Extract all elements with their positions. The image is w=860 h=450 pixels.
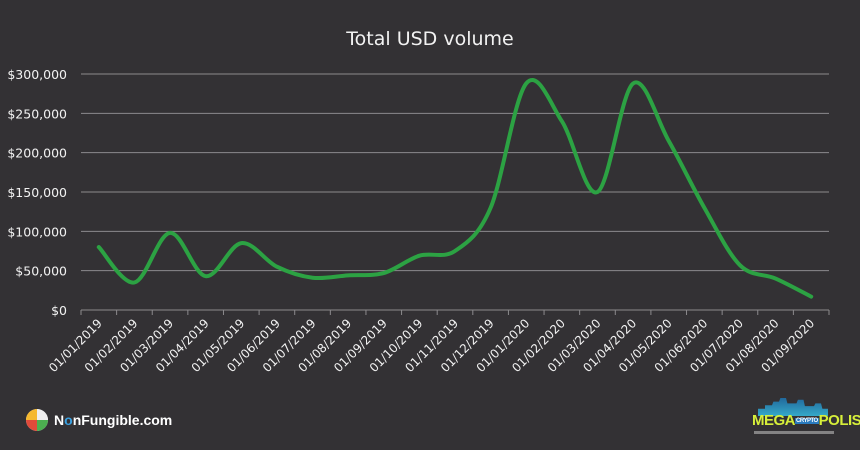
nonfungible-logo-icon xyxy=(26,409,48,431)
chart-title: Total USD volume xyxy=(346,28,514,50)
y-axis-labels: $0 $50,000 $100,000 $150,000 $200,000 $250,00… xyxy=(7,67,67,318)
x-axis: 01/01/201901/02/201901/03/201901/04/2019… xyxy=(46,310,830,375)
logo-tagline xyxy=(754,431,834,434)
y-tick-label: $250,000 xyxy=(7,106,67,121)
volume-line xyxy=(96,78,814,299)
y-tick-label: $0 xyxy=(51,303,67,318)
gridlines xyxy=(81,73,829,311)
y-tick-label: $200,000 xyxy=(7,146,67,161)
nonfungible-logo-text: NonFungible.com xyxy=(54,412,173,428)
megacryptopolis-logo-text: MEGACRYPTOPOLIS xyxy=(752,412,860,429)
y-tick-label: $50,000 xyxy=(15,264,67,279)
nonfungible-logo: NonFungible.com xyxy=(26,409,172,431)
megacryptopolis-logo: MEGACRYPTOPOLIS xyxy=(752,398,860,440)
y-tick-label: $150,000 xyxy=(7,185,67,200)
y-tick-label: $100,000 xyxy=(7,224,67,239)
y-tick-label: $300,000 xyxy=(7,67,67,82)
